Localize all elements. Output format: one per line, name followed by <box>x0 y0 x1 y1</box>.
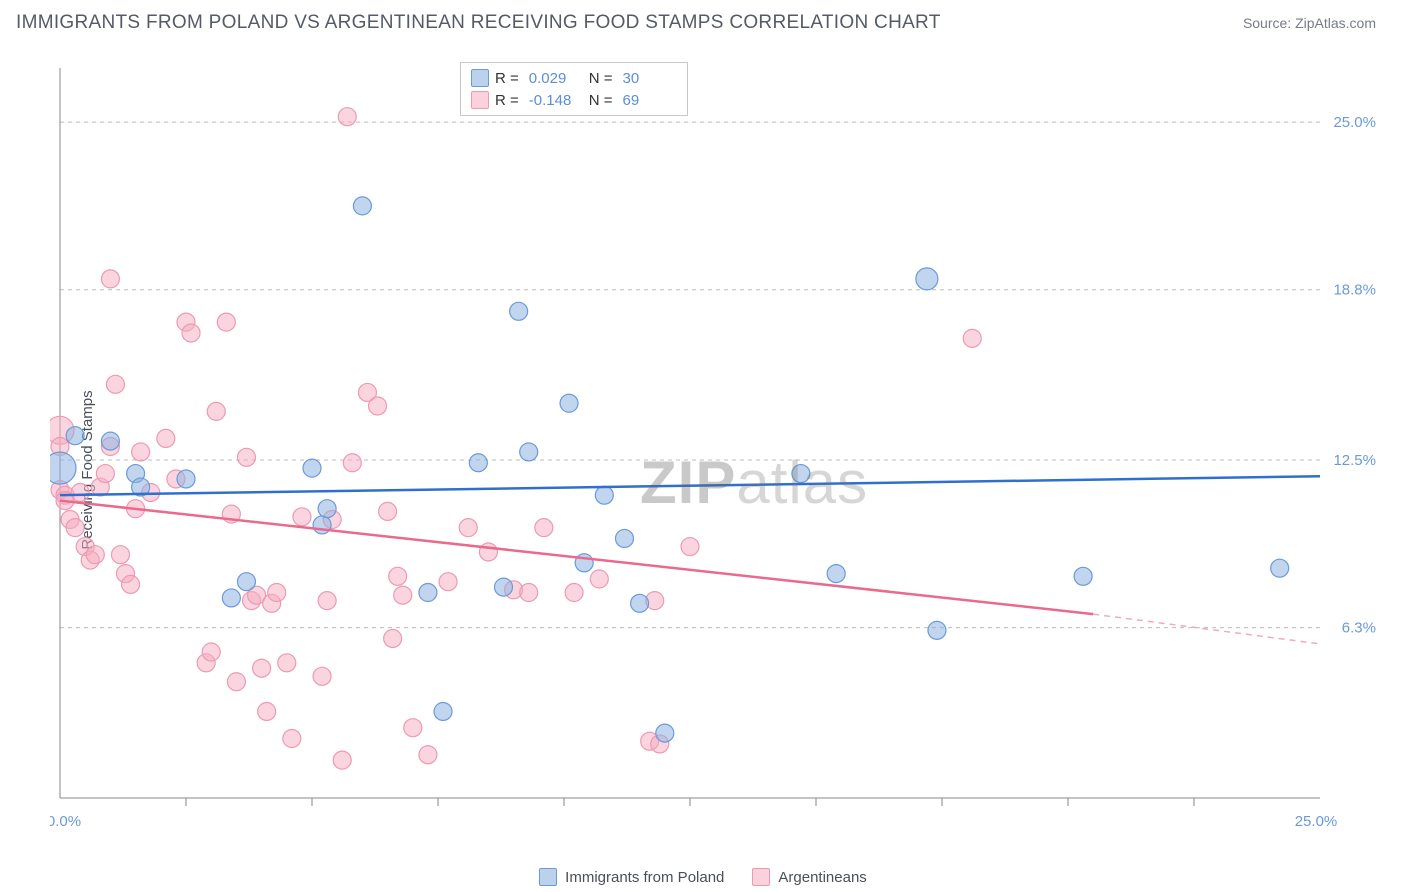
legend-label-poland: Immigrants from Poland <box>565 869 724 886</box>
svg-text:12.5%: 12.5% <box>1333 452 1376 469</box>
legend-n-value-poland: 30 <box>623 70 677 87</box>
legend-r-value-argentineans: -0.148 <box>529 92 583 109</box>
svg-text:25.0%: 25.0% <box>1333 114 1376 131</box>
swatch-pink-icon <box>471 91 489 109</box>
series-legend: Immigrants from Poland Argentineans <box>0 868 1406 886</box>
correlation-legend: R = 0.029 N = 30 R = -0.148 N = 69 <box>460 62 688 116</box>
legend-row-poland: R = 0.029 N = 30 <box>471 67 677 89</box>
swatch-blue-icon <box>471 69 489 87</box>
swatch-blue-icon <box>539 868 557 886</box>
source-attribution: Source: ZipAtlas.com <box>1243 15 1376 31</box>
chart-title: IMMIGRANTS FROM POLAND VS ARGENTINEAN RE… <box>16 12 941 34</box>
svg-text:18.8%: 18.8% <box>1333 282 1376 299</box>
legend-r-label: R = <box>495 92 519 109</box>
scatter-plot-svg: 6.3% 12.5% 18.8% 25.0% 0.0% 25.0% <box>50 58 1380 838</box>
legend-n-label: N = <box>589 70 613 87</box>
legend-r-label: R = <box>495 70 519 87</box>
legend-n-value-argentineans: 69 <box>623 92 677 109</box>
legend-item-argentineans: Argentineans <box>752 868 866 886</box>
legend-label-argentineans: Argentineans <box>778 869 866 886</box>
svg-text:6.3%: 6.3% <box>1342 620 1376 637</box>
plot-area: Receiving Food Stamps 6.3%12.5%18.8%25.0… <box>0 48 1406 892</box>
svg-text:0.0%: 0.0% <box>50 813 81 830</box>
legend-item-poland: Immigrants from Poland <box>539 868 724 886</box>
chart-header: IMMIGRANTS FROM POLAND VS ARGENTINEAN RE… <box>0 0 1406 38</box>
legend-n-label: N = <box>589 92 613 109</box>
svg-text:25.0%: 25.0% <box>1295 813 1338 830</box>
swatch-pink-icon <box>752 868 770 886</box>
legend-row-argentineans: R = -0.148 N = 69 <box>471 89 677 111</box>
legend-r-value-poland: 0.029 <box>529 70 583 87</box>
